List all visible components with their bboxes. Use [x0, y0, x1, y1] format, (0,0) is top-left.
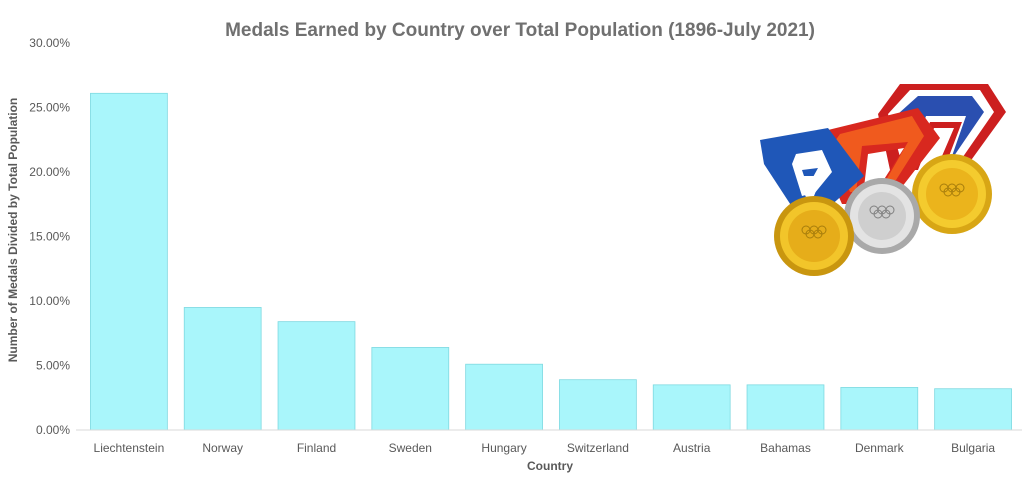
x-tick-label: Austria — [673, 441, 711, 455]
y-tick-label: 30.00% — [29, 36, 70, 50]
silver-medal — [844, 178, 920, 254]
bar-austria — [652, 384, 731, 431]
y-tick-label: 20.00% — [29, 165, 70, 179]
bar-liechtenstein — [90, 92, 168, 431]
bar-hungary — [465, 363, 543, 431]
x-tick-label: Bahamas — [760, 441, 811, 455]
bar-bahamas — [746, 384, 825, 431]
y-tick-label: 0.00% — [36, 423, 70, 437]
x-tick-label: Bulgaria — [951, 441, 995, 455]
bar-norway — [183, 307, 262, 431]
olympic-medals-illustration — [760, 84, 1006, 276]
y-tick-label: 25.00% — [29, 101, 70, 115]
y-tick-label: 15.00% — [29, 230, 70, 244]
x-tick-label: Switzerland — [567, 441, 629, 455]
x-axis-label: Country — [527, 459, 573, 473]
bar-finland — [277, 321, 356, 431]
gold-medal-right — [912, 154, 992, 234]
x-axis-ticks: Liechtenstein Norway Finland Sweden Hungary S… — [94, 441, 996, 455]
y-tick-label: 10.00% — [29, 294, 70, 308]
x-tick-label: Denmark — [855, 441, 905, 455]
x-tick-label: Finland — [297, 441, 336, 455]
x-tick-label: Norway — [202, 441, 243, 455]
bars — [90, 92, 1012, 431]
bar-denmark — [840, 387, 919, 431]
gold-medal-left — [774, 196, 854, 276]
x-tick-label: Sweden — [389, 441, 432, 455]
y-axis-ticks: 0.00% 5.00% 10.00% 15.00% 20.00% 25.00% 30.00% — [29, 36, 70, 437]
bar-sweden — [371, 347, 450, 431]
x-tick-label: Hungary — [481, 441, 526, 455]
y-tick-label: 5.00% — [36, 359, 70, 373]
x-tick-label: Liechtenstein — [94, 441, 165, 455]
bar-bulgaria — [934, 388, 1012, 431]
bar-switzerland — [559, 379, 637, 431]
chart-title: Medals Earned by Country over Total Popu… — [225, 20, 815, 41]
ribbon-left — [760, 128, 864, 216]
